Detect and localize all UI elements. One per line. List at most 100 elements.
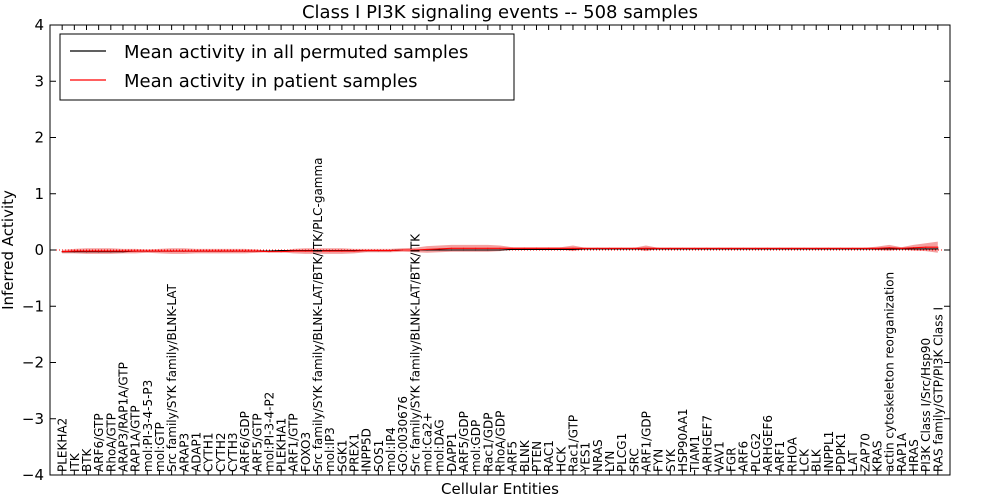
data-point <box>450 247 452 249</box>
data-point <box>888 248 890 250</box>
x-tick-label: NRAS <box>591 439 605 472</box>
x-tick-label: FYN <box>652 449 666 472</box>
data-point <box>730 247 732 249</box>
data-point <box>827 247 829 249</box>
x-tick-label: LYN <box>603 451 617 472</box>
data-point <box>645 247 647 249</box>
x-tick-label: RAC1 <box>542 440 556 472</box>
data-point <box>316 250 319 252</box>
data-point <box>475 249 477 251</box>
data-point <box>803 247 805 249</box>
x-tick-label: RAP1A/GTP <box>129 405 143 472</box>
y-tick-label: −3 <box>22 410 44 428</box>
data-point <box>85 250 88 252</box>
data-point <box>110 250 112 252</box>
data-point <box>876 247 878 249</box>
y-tick-label: −1 <box>22 297 44 315</box>
data-point <box>742 247 744 249</box>
x-axis-label: Cellular Entities <box>441 480 559 498</box>
y-tick-label: 0 <box>34 241 44 259</box>
x-tick-label: mol:PI-3-4-5-P3 <box>141 380 155 472</box>
x-tick-label: RAP1A <box>895 432 909 472</box>
x-tick-label: PREX1 <box>348 433 362 472</box>
data-point <box>912 248 915 250</box>
x-tick-label: mol:IP4 <box>384 427 398 472</box>
data-point <box>426 248 428 251</box>
data-point <box>572 248 574 251</box>
x-tick-label: ARF6 <box>737 441 751 472</box>
data-point <box>219 250 221 252</box>
x-tick-label: ITK <box>68 452 82 472</box>
data-point <box>158 250 161 252</box>
y-axis-label: Inferred Activity <box>0 190 17 310</box>
data-point <box>925 248 927 250</box>
y-tick-label: 3 <box>34 72 44 90</box>
data-point <box>195 250 197 252</box>
data-point <box>341 250 343 252</box>
data-point <box>560 248 562 251</box>
data-point <box>900 247 902 249</box>
data-point <box>462 249 465 251</box>
x-tick-label: PLEKHA1 <box>275 418 289 472</box>
x-tick-label: mol:IP3 <box>323 427 337 472</box>
x-tick-label: CYTH2 <box>214 433 228 473</box>
data-point <box>511 248 513 251</box>
data-point <box>925 246 927 248</box>
x-tick-label: ARHGEF7 <box>700 415 714 472</box>
data-point <box>487 249 489 251</box>
x-tick-label: Src family/SYK family/BLNK-LAT/BTK/ITK/P… <box>311 157 325 472</box>
x-tick-label: HCK <box>554 446 568 472</box>
data-point <box>548 248 550 251</box>
x-tick-label: FOXO3 <box>299 432 313 472</box>
chart-title: Class I PI3K signaling events -- 508 sam… <box>302 2 698 23</box>
x-tick-label: BTK <box>80 447 94 472</box>
data-point <box>231 250 234 252</box>
x-tick-label: ZAP70 <box>858 433 872 472</box>
x-tick-label: PLEKHA2 <box>56 418 70 472</box>
x-tick-label: RAS family/GTP/PI3K Class I <box>931 307 945 472</box>
data-point <box>243 250 246 252</box>
data-point <box>292 250 294 252</box>
data-point <box>669 247 671 249</box>
data-point <box>681 247 684 249</box>
data-point <box>304 250 307 252</box>
x-tick-label: SOS1 <box>372 440 386 472</box>
data-point <box>693 247 696 249</box>
data-point <box>183 250 185 252</box>
data-point <box>548 247 550 249</box>
data-point <box>389 249 392 252</box>
data-point <box>718 247 720 249</box>
data-point <box>779 247 781 249</box>
x-tick-label: ARF6/GTP <box>92 413 106 472</box>
data-point <box>511 247 513 249</box>
x-tick-label: mol:PI-3-4-P2 <box>262 392 276 472</box>
x-tick-label: YES1 <box>579 442 593 473</box>
x-tick-label: GO:0030676 <box>396 396 410 472</box>
data-point <box>523 247 525 249</box>
x-tick-label: VAV1 <box>712 441 726 472</box>
x-tick-label: LAT <box>846 450 860 472</box>
x-tick-label: ARF1 <box>773 441 787 472</box>
data-point <box>256 250 258 252</box>
x-tick-label: DAPP1 <box>445 433 459 472</box>
x-tick-label: FGR <box>725 447 739 472</box>
x-tick-label: BLNK <box>518 439 532 472</box>
legend-label-permuted: Mean activity in all permuted samples <box>124 42 468 63</box>
x-tick-label: PI3K Class I/Src/Hsp90 <box>919 338 933 472</box>
data-point <box>280 251 282 253</box>
data-point <box>937 248 939 250</box>
y-tick-label: −2 <box>22 354 44 372</box>
data-point <box>535 248 538 251</box>
x-tick-label: actin cytoskeleton reorganization <box>883 272 897 472</box>
data-point <box>73 250 75 252</box>
x-tick-label: INPPL1 <box>822 431 836 472</box>
data-point <box>499 249 501 251</box>
data-point <box>462 247 465 249</box>
data-point <box>864 247 866 249</box>
data-point <box>146 250 148 252</box>
data-point <box>438 248 440 250</box>
data-point <box>608 247 611 249</box>
x-tick-label: PDPK1 <box>834 433 848 472</box>
